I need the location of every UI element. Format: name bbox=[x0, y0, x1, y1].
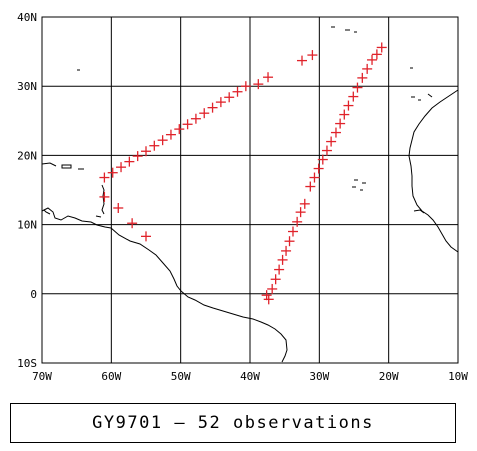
latitude-tick-label: 30N bbox=[17, 80, 37, 93]
longitude-tick-label: 50W bbox=[171, 370, 191, 383]
observation-point bbox=[307, 50, 318, 61]
latitude-tick-label: 10S bbox=[17, 357, 37, 370]
island-cuba bbox=[41, 162, 57, 167]
longitude-labels: 70W 60W 50W 40W 30W 20W 10W bbox=[32, 370, 468, 383]
longitude-tick-label: 20W bbox=[379, 370, 399, 383]
caption-text: GY9701 — 52 observations bbox=[92, 413, 374, 433]
observation-point bbox=[141, 146, 151, 157]
observation-point bbox=[326, 136, 337, 147]
observation-point bbox=[287, 226, 298, 237]
observation-point bbox=[263, 72, 274, 83]
observation-map: 70W 60W 50W 40W 30W 20W 10W 10S 0 10N 20N 30N 40N bbox=[17, 11, 468, 383]
observation-point bbox=[330, 127, 341, 138]
observation-point bbox=[352, 82, 363, 93]
latitude-tick-label: 40N bbox=[17, 11, 37, 24]
caption-box: GY9701 — 52 observations bbox=[10, 403, 456, 443]
observation-point bbox=[371, 49, 382, 60]
observation-point bbox=[99, 191, 110, 202]
observation-point bbox=[309, 172, 320, 183]
observation-point bbox=[292, 216, 303, 227]
observation-point bbox=[335, 118, 346, 129]
observation-point bbox=[297, 55, 307, 66]
observation-point bbox=[182, 119, 193, 130]
observation-point bbox=[99, 172, 110, 183]
coastline-yucatan bbox=[43, 209, 51, 215]
observation-point bbox=[224, 92, 235, 103]
observation-point bbox=[317, 154, 328, 165]
island-canaries-3 bbox=[427, 93, 433, 98]
observation-markers bbox=[99, 42, 387, 305]
observation-point bbox=[199, 108, 210, 119]
latitude-tick-label: 0 bbox=[30, 288, 37, 301]
observation-point bbox=[174, 124, 185, 135]
observation-point bbox=[277, 254, 288, 265]
observation-point bbox=[232, 86, 243, 97]
observation-point bbox=[305, 181, 316, 192]
observation-point bbox=[348, 91, 359, 102]
observation-point bbox=[261, 290, 272, 301]
observation-point bbox=[321, 145, 332, 156]
longitude-tick-label: 30W bbox=[309, 370, 329, 383]
observation-point bbox=[295, 207, 306, 218]
observation-point bbox=[284, 236, 295, 247]
longitude-tick-label: 40W bbox=[240, 370, 260, 383]
observation-point bbox=[132, 151, 143, 162]
observation-point bbox=[357, 72, 368, 83]
observation-point bbox=[127, 218, 138, 229]
observation-point bbox=[116, 162, 127, 173]
island-trinidad bbox=[95, 215, 102, 218]
observation-point bbox=[240, 81, 251, 92]
observation-point bbox=[253, 79, 264, 90]
observation-point bbox=[141, 231, 151, 242]
island-hispaniola bbox=[61, 164, 72, 169]
coastline-africa bbox=[408, 89, 459, 253]
observation-point bbox=[339, 109, 350, 120]
latitude-tick-label: 20N bbox=[17, 149, 37, 162]
observation-point bbox=[274, 264, 285, 275]
observation-point bbox=[362, 63, 373, 74]
latitude-labels: 10S 0 10N 20N 30N 40N bbox=[17, 11, 37, 370]
coastlines bbox=[41, 26, 459, 363]
coastline-americas bbox=[41, 207, 288, 363]
observation-point bbox=[113, 202, 124, 213]
observation-point bbox=[270, 274, 281, 285]
observation-point bbox=[281, 245, 292, 256]
longitude-tick-label: 10W bbox=[448, 370, 468, 383]
observation-point bbox=[165, 129, 176, 140]
observation-point bbox=[343, 100, 354, 111]
observation-point bbox=[107, 167, 118, 178]
observation-point bbox=[367, 54, 378, 65]
longitude-tick-label: 60W bbox=[101, 370, 121, 383]
observation-point bbox=[376, 42, 387, 53]
observation-point bbox=[157, 135, 168, 146]
observation-point bbox=[215, 97, 226, 108]
observation-point bbox=[263, 294, 274, 305]
observation-point bbox=[299, 198, 310, 209]
observation-point bbox=[149, 140, 160, 151]
observation-point bbox=[190, 113, 201, 124]
observation-point bbox=[313, 163, 324, 174]
observation-point bbox=[267, 283, 278, 294]
observation-point bbox=[124, 156, 135, 167]
coastline-bijagos bbox=[413, 209, 425, 214]
island-lesser-antilles bbox=[101, 184, 105, 215]
observation-point bbox=[207, 102, 218, 113]
latitude-tick-label: 10N bbox=[17, 219, 37, 232]
longitude-tick-label: 70W bbox=[32, 370, 52, 383]
